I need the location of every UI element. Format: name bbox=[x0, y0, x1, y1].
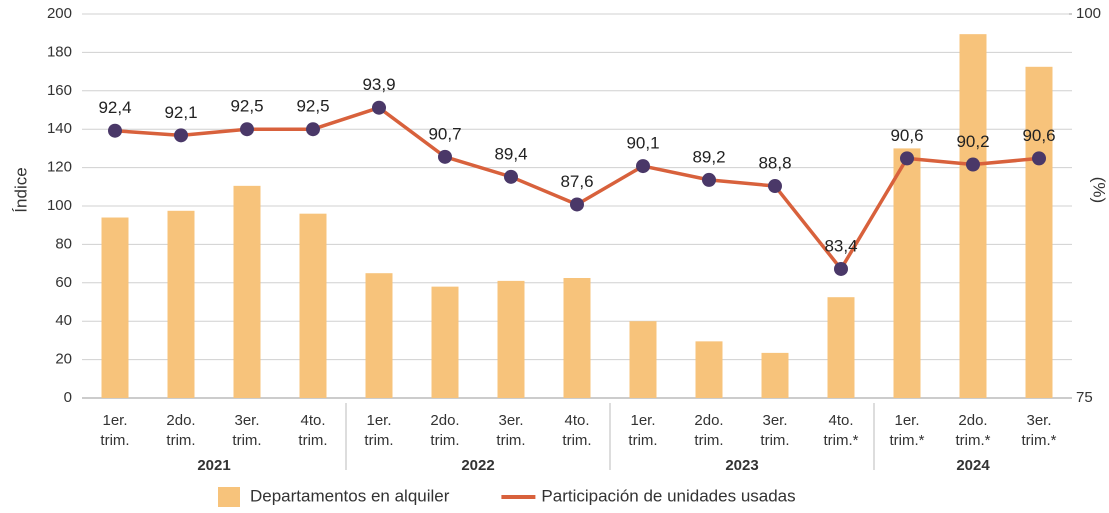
y-tick-label: 20 bbox=[55, 351, 72, 368]
y-tick-label: 200 bbox=[47, 5, 72, 22]
marker bbox=[900, 151, 914, 166]
x-tick-label: 3er. trim. bbox=[496, 412, 525, 449]
x-tick-label: 4to. trim. bbox=[298, 412, 327, 449]
bar bbox=[761, 352, 789, 398]
marker bbox=[702, 172, 716, 187]
x-tick-label: 4to. trim.* bbox=[824, 412, 859, 449]
data-label: 90,7 bbox=[428, 124, 461, 143]
y-tick-label: 140 bbox=[47, 120, 72, 137]
x-tick-label: 2do. trim. bbox=[166, 412, 195, 449]
data-label: 89,2 bbox=[692, 147, 725, 166]
data-label: 87,6 bbox=[560, 172, 593, 191]
data-label: 90,6 bbox=[890, 126, 923, 145]
bar bbox=[827, 297, 855, 398]
x-tick-label: 1er. trim. bbox=[100, 412, 129, 449]
bar bbox=[959, 34, 987, 398]
bar bbox=[101, 217, 129, 398]
data-label: 92,4 bbox=[98, 98, 131, 117]
y-tick-label: 160 bbox=[47, 82, 72, 99]
data-label: 90,1 bbox=[626, 134, 659, 153]
bar bbox=[233, 185, 261, 398]
bar bbox=[1025, 66, 1053, 399]
bar bbox=[431, 286, 459, 398]
bar bbox=[167, 210, 195, 398]
bar bbox=[695, 341, 723, 398]
legend-swatch bbox=[218, 487, 240, 507]
data-label: 93,9 bbox=[362, 75, 395, 94]
bar bbox=[365, 273, 393, 398]
data-label: 83,4 bbox=[824, 236, 857, 255]
marker bbox=[306, 122, 320, 137]
marker bbox=[438, 149, 452, 164]
marker bbox=[570, 197, 584, 212]
marker bbox=[1032, 151, 1046, 166]
legend-label: Departamentos en alquiler bbox=[250, 486, 450, 505]
bar bbox=[497, 280, 525, 398]
data-label: 90,2 bbox=[956, 132, 989, 151]
marker bbox=[240, 122, 254, 137]
bar bbox=[563, 278, 591, 398]
x-tick-label: 1er. trim. bbox=[628, 412, 657, 449]
x-tick-label: 3er. trim.* bbox=[1022, 412, 1057, 449]
y2-tick-label: 75 bbox=[1076, 389, 1093, 406]
marker bbox=[504, 169, 518, 184]
marker bbox=[768, 179, 782, 194]
data-label: 90,6 bbox=[1022, 126, 1055, 145]
data-label: 92,1 bbox=[164, 103, 197, 122]
y-tick-label: 80 bbox=[55, 235, 72, 252]
legend-label: Participación de unidades usadas bbox=[541, 486, 795, 505]
x-tick-label: 3er. trim. bbox=[760, 412, 789, 449]
group-label: 2024 bbox=[956, 457, 990, 474]
marker bbox=[834, 261, 848, 276]
group-label: 2021 bbox=[197, 457, 230, 474]
marker bbox=[108, 123, 122, 138]
y-tick-label: 40 bbox=[55, 312, 72, 329]
y-tick-label: 0 bbox=[64, 389, 72, 406]
x-tick-label: 1er. trim.* bbox=[890, 412, 925, 449]
group-label: 2023 bbox=[725, 457, 758, 474]
data-label: 92,5 bbox=[296, 97, 329, 116]
marker bbox=[966, 157, 980, 172]
x-tick-label: 2do. trim.* bbox=[956, 412, 991, 449]
marker bbox=[636, 159, 650, 174]
data-label: 88,8 bbox=[758, 154, 791, 173]
x-tick-label: 4to. trim. bbox=[562, 412, 591, 449]
y2-axis-label: (%) bbox=[1090, 177, 1109, 203]
y2-tick-label: 100 bbox=[1076, 5, 1101, 22]
marker bbox=[174, 128, 188, 143]
x-tick-label: 2do. trim. bbox=[694, 412, 723, 449]
marker bbox=[372, 100, 386, 115]
data-label: 92,5 bbox=[230, 97, 263, 116]
x-tick-label: 3er. trim. bbox=[232, 412, 261, 449]
data-label: 89,4 bbox=[494, 144, 527, 163]
bar bbox=[629, 321, 657, 398]
y-tick-label: 180 bbox=[47, 43, 72, 60]
bar bbox=[299, 213, 327, 398]
group-label: 2022 bbox=[461, 457, 494, 474]
bar bbox=[893, 148, 921, 398]
y-axis-label: Índice bbox=[11, 167, 30, 212]
y-tick-label: 100 bbox=[47, 197, 72, 214]
y-tick-label: 120 bbox=[47, 159, 72, 176]
x-tick-label: 2do. trim. bbox=[430, 412, 459, 449]
y-tick-label: 60 bbox=[55, 274, 72, 291]
x-tick-label: 1er. trim. bbox=[364, 412, 393, 449]
